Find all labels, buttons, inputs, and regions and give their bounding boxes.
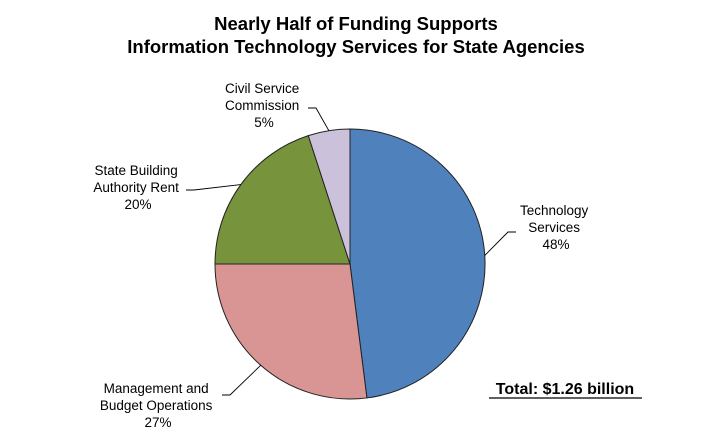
leader-civil-service xyxy=(308,107,330,131)
chart-title-line-1: Nearly Half of Funding Supports xyxy=(214,13,498,34)
label-management-line-1: Management and xyxy=(104,381,209,396)
label-state-building-pct: 20% xyxy=(124,197,151,212)
label-management-line-2: Budget Operations xyxy=(100,398,213,413)
chart-title-line-2: Information Technology Services for Stat… xyxy=(127,36,585,57)
leader-management xyxy=(222,364,262,396)
label-civil-service-pct: 5% xyxy=(254,115,274,130)
pie-slice-technology-services xyxy=(349,128,486,399)
label-technology-pct: 48% xyxy=(542,237,569,252)
label-civil-service: Civil Service Commission 5% xyxy=(225,81,303,130)
label-state-building-line-2: Authority Rent xyxy=(93,180,179,195)
label-management-budget: Management and Budget Operations 27% xyxy=(100,381,216,430)
label-technology-line-1: Technology xyxy=(520,203,589,218)
pie-slice-civil-service xyxy=(307,128,351,265)
label-state-building-line-1: State Building xyxy=(94,163,177,178)
leader-technology xyxy=(484,231,516,256)
label-technology-services: Technology Services 48% xyxy=(520,203,592,252)
label-civil-service-line-2: Commission xyxy=(225,98,299,113)
label-technology-line-2: Services xyxy=(528,220,580,235)
label-management-pct: 27% xyxy=(144,415,171,430)
leader-state-building xyxy=(186,184,241,191)
label-state-building: State Building Authority Rent 20% xyxy=(93,163,182,212)
pie-slices xyxy=(214,128,486,400)
label-civil-service-line-1: Civil Service xyxy=(225,81,299,96)
leader-lines xyxy=(186,107,516,396)
pie-slice-management-budget xyxy=(214,263,368,400)
total-annotation: Total: $1.26 billion xyxy=(496,381,634,398)
